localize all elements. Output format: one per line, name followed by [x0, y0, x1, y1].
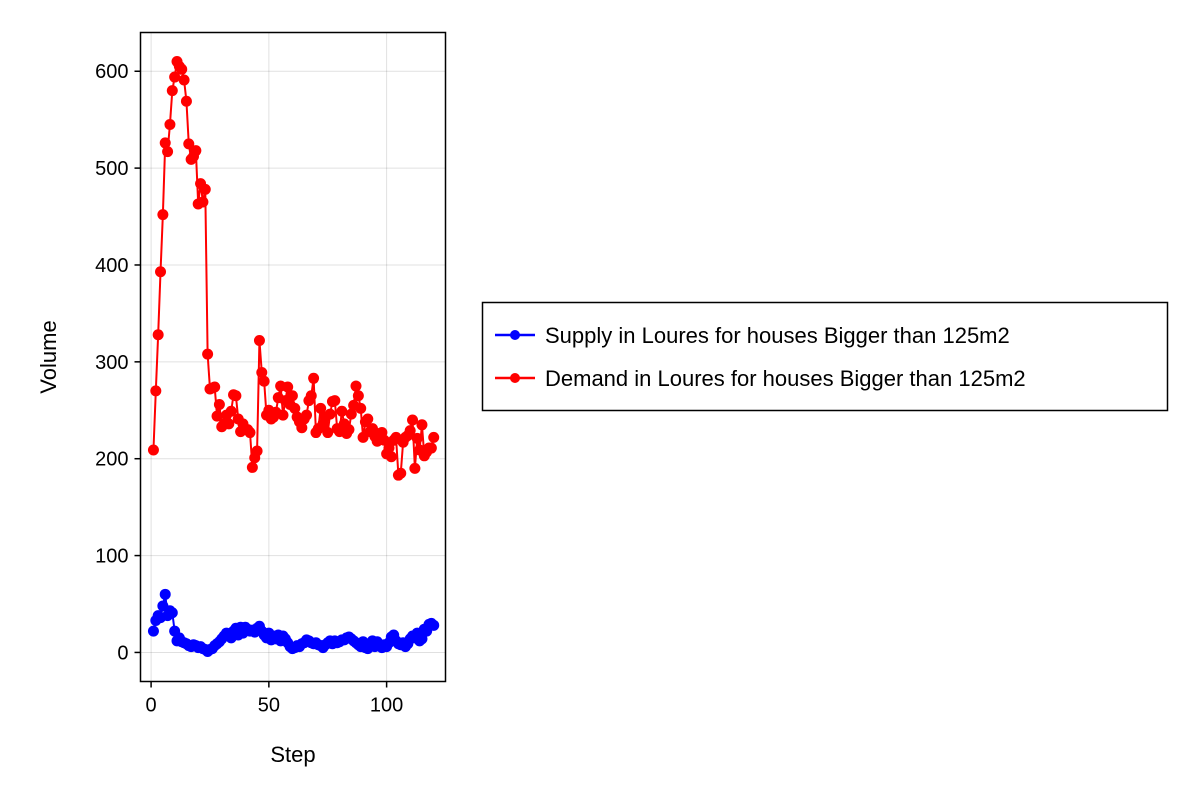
- series-demand-point: [223, 418, 235, 430]
- series-demand-point: [277, 409, 289, 421]
- y-tick-label: 400: [95, 255, 128, 277]
- series-demand-point: [352, 390, 364, 402]
- x-axis-label: Step: [270, 742, 315, 767]
- series-supply: [147, 588, 440, 657]
- series-demand-point: [329, 395, 341, 407]
- series-demand: [147, 56, 440, 481]
- series-demand-point: [159, 137, 171, 149]
- series-demand-point: [147, 444, 159, 456]
- series-demand-point: [409, 462, 421, 474]
- series-demand-point: [230, 390, 242, 402]
- series-supply-point: [166, 607, 178, 619]
- x-tick-label: 100: [370, 695, 403, 717]
- series-demand-point: [336, 405, 348, 417]
- legend-demand-marker: [510, 373, 520, 383]
- series-demand-point: [411, 432, 423, 444]
- series-demand-point: [407, 414, 419, 426]
- y-tick-label: 100: [95, 546, 128, 568]
- series-demand-point: [315, 402, 327, 414]
- legend: Supply in Loures for houses Bigger than …: [481, 301, 1169, 412]
- series-demand-point: [343, 424, 355, 436]
- series-layer: [147, 56, 440, 657]
- series-demand-point: [225, 405, 237, 417]
- series-demand-point: [155, 266, 167, 278]
- y-tick-label: 500: [95, 158, 128, 180]
- series-demand-point: [150, 385, 162, 397]
- legend-demand-label: Demand in Loures for houses Bigger than …: [545, 366, 1026, 391]
- plot-frame: [139, 31, 447, 683]
- series-supply-point: [147, 625, 159, 637]
- series-demand-point: [385, 451, 397, 463]
- series-demand-point: [428, 431, 440, 443]
- legend-box: [481, 301, 1169, 412]
- series-demand-point: [355, 402, 367, 414]
- series-demand-point: [197, 196, 209, 208]
- series-demand-point: [416, 419, 428, 431]
- series-demand-point: [157, 209, 169, 221]
- y-tick-label: 600: [95, 61, 128, 83]
- series-demand-point: [324, 408, 336, 420]
- series-supply-point: [159, 588, 171, 600]
- grid-layer: [140, 32, 446, 682]
- tick-layer: 0 50 100 0 100 200 300 400 500 600: [95, 61, 403, 716]
- series-demand-point: [296, 422, 308, 434]
- series-demand-point: [178, 74, 190, 86]
- series-demand-point: [345, 408, 357, 420]
- series-demand-point: [211, 410, 223, 422]
- y-tick-label: 0: [117, 642, 128, 664]
- series-demand-point: [425, 442, 437, 454]
- series-demand-point: [289, 402, 301, 414]
- y-tick-label: 300: [95, 352, 128, 374]
- series-demand-point: [169, 71, 181, 83]
- y-axis-label: Volume: [36, 320, 61, 393]
- series-demand-point: [209, 381, 221, 393]
- series-demand-point: [253, 335, 265, 347]
- series-demand-point: [286, 390, 298, 402]
- series-demand-point: [301, 409, 313, 421]
- legend-supply-label: Supply in Loures for houses Bigger than …: [545, 323, 1010, 348]
- series-demand-point: [404, 425, 416, 437]
- series-demand-point: [183, 138, 195, 150]
- series-demand-point: [282, 381, 294, 393]
- series-demand-point: [251, 445, 263, 457]
- series-demand-point: [244, 427, 256, 439]
- series-demand-point: [176, 63, 188, 75]
- series-demand-point: [162, 146, 174, 158]
- series-demand-point: [308, 372, 320, 384]
- series-demand-point: [256, 367, 268, 378]
- legend-supply-marker: [510, 330, 520, 340]
- series-demand-point: [246, 461, 258, 473]
- series-demand-point: [395, 467, 407, 479]
- series-demand-point: [180, 95, 192, 107]
- series-demand-point: [190, 145, 202, 157]
- series-demand-point: [199, 183, 211, 195]
- series-demand-point: [305, 390, 317, 402]
- series-demand-point: [322, 427, 334, 439]
- series-demand-point: [152, 329, 164, 341]
- series-demand-point: [362, 413, 374, 425]
- series-demand-point: [350, 380, 362, 392]
- plot-area: [140, 32, 446, 682]
- series-demand-point: [213, 398, 225, 410]
- series-demand-point: [164, 119, 176, 131]
- y-tick-label: 200: [95, 449, 128, 471]
- series-demand-point: [202, 348, 214, 360]
- series-supply-point: [428, 619, 440, 631]
- series-demand-point: [166, 85, 178, 97]
- x-tick-label: 50: [258, 695, 280, 717]
- series-demand-point: [258, 375, 270, 387]
- x-tick-label: 0: [146, 695, 157, 717]
